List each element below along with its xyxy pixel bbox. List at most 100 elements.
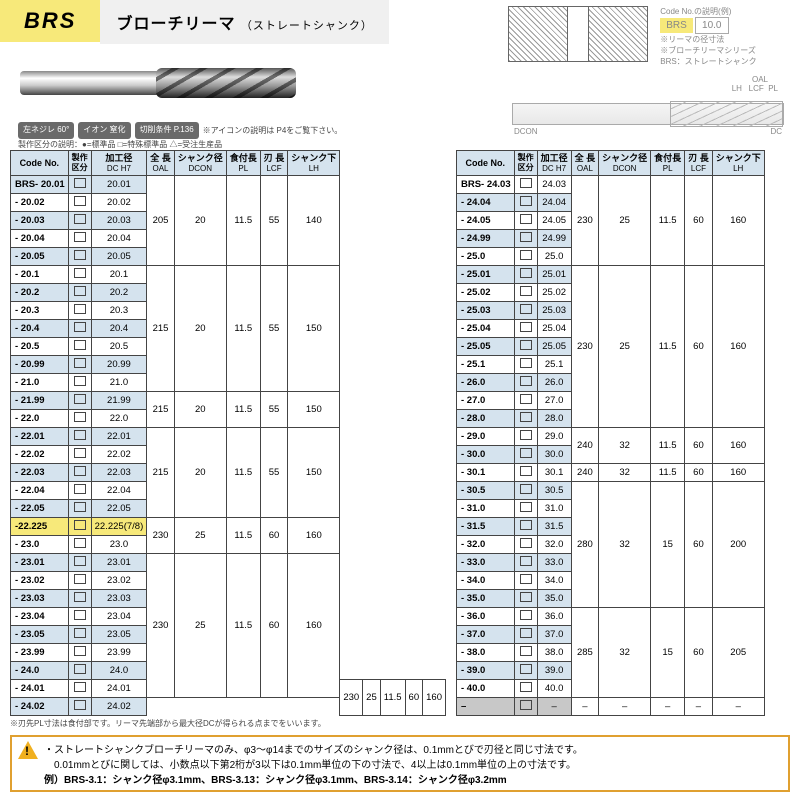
cell-seizo [68, 662, 91, 680]
cell-dc: 36.0 [537, 608, 571, 626]
table-row: - 22.01 22.01 215 20 11.5 55 150 [11, 428, 446, 446]
cell-code: - 28.0 [456, 410, 514, 428]
cell-dc: 21.99 [91, 392, 147, 410]
cell-code: - 22.0 [11, 410, 69, 428]
cell-seizo [514, 572, 537, 590]
cell-code: - 23.04 [11, 608, 69, 626]
spec-table-left: Code No. 製作 区分 加工径DC H7 全 長OAL シャンク径DCON… [10, 150, 446, 716]
th-lcf: 刃 長LCF [260, 150, 288, 175]
cell-dc: 22.225(7/8) [91, 518, 147, 536]
cell-seizo [68, 302, 91, 320]
cell-seizo [514, 482, 537, 500]
cell-dc: 25.02 [537, 284, 571, 302]
cell-dc: 23.99 [91, 644, 147, 662]
cell-dc: 20.2 [91, 284, 147, 302]
th-code: Code No. [11, 150, 69, 175]
footer-line1: ・ストレートシャンクブローチリーマのみ、φ3～φ14までのサイズのシャンク径は、… [44, 741, 583, 756]
cell-dc: – [537, 698, 571, 716]
table-row: - 23.01 23.01 230 25 11.5 60 160 [11, 554, 446, 572]
cell-code: - 20.03 [11, 212, 69, 230]
table-row: BRS- 20.01 20.01 205 20 11.5 55 140 [11, 176, 446, 194]
cell-seizo [68, 536, 91, 554]
cell-code: - 22.02 [11, 446, 69, 464]
cell-seizo [68, 212, 91, 230]
cell-seizo [68, 446, 91, 464]
cell-seizo [68, 284, 91, 302]
cell-code: - 20.5 [11, 338, 69, 356]
th-dc: 加工径DC H7 [537, 150, 571, 175]
cell-seizo [514, 446, 537, 464]
code-ex-val: 10.0 [695, 17, 728, 34]
cell-seizo [68, 176, 91, 194]
cell-dc: 31.5 [537, 518, 571, 536]
cell-code: -22.225 [11, 518, 69, 536]
spec-table-right: Code No. 製作 区分 加工径DC H7 全 長OAL シャンク径DCON… [456, 150, 765, 716]
cell-seizo [514, 320, 537, 338]
schem-oal: OAL [752, 75, 768, 84]
cell-dc: 23.01 [91, 554, 147, 572]
cell-dc: 24.04 [537, 194, 571, 212]
cell-dc: 23.05 [91, 626, 147, 644]
cell-code: - 25.1 [456, 356, 514, 374]
cell-code: - 23.99 [11, 644, 69, 662]
cell-dc: 20.3 [91, 302, 147, 320]
cell-code: - 31.5 [456, 518, 514, 536]
cell-seizo [514, 374, 537, 392]
cell-dc: 24.02 [91, 698, 147, 716]
badge-helix: 左ネジレ 60° [18, 122, 74, 139]
cell-code: - 35.0 [456, 590, 514, 608]
cell-seizo [514, 590, 537, 608]
cell-seizo [514, 212, 537, 230]
cell-seizo [514, 500, 537, 518]
cell-seizo [68, 572, 91, 590]
table-row: - 30.1 30.1 240 32 11.5 60 160 [456, 464, 764, 482]
th-lcf: 刃 長LCF [685, 150, 713, 175]
cell-dc: 40.0 [537, 680, 571, 698]
schem-pl: PL [768, 84, 778, 93]
cell-dc: 27.0 [537, 392, 571, 410]
cell-dc: 20.99 [91, 356, 147, 374]
th-dcon: シャンク径DCON [174, 150, 226, 175]
footer-line2: 0.01mmとびに関しては、小数点以下第2桁が3以下は0.1mm単位の下の寸法で… [44, 756, 583, 771]
cell-seizo [68, 374, 91, 392]
cell-seizo [68, 590, 91, 608]
cell-code: - 34.0 [456, 572, 514, 590]
cell-dc: 30.1 [537, 464, 571, 482]
cell-seizo [68, 680, 91, 698]
th-lh: シャンク下LH [712, 150, 764, 175]
cell-seizo [514, 464, 537, 482]
cell-seizo [68, 428, 91, 446]
th-dcon: シャンク径DCON [599, 150, 651, 175]
tables-wrap: Code No. 製作 区分 加工径DC H7 全 長OAL シャンク径DCON… [0, 150, 800, 716]
cell-seizo [68, 482, 91, 500]
cell-seizo [514, 518, 537, 536]
code-example-label: Code No.の説明(例) [660, 6, 756, 17]
cell-dc: 22.0 [91, 410, 147, 428]
cell-dc: 22.01 [91, 428, 147, 446]
cell-code: - 22.04 [11, 482, 69, 500]
cell-dc: 20.5 [91, 338, 147, 356]
cell-seizo [514, 392, 537, 410]
th-lh: シャンク下LH [288, 150, 340, 175]
schem-lcf: LCF [749, 84, 764, 93]
cell-code: - 20.3 [11, 302, 69, 320]
footer-line3: BRS-3.1：シャンク径φ3.1mm、BRS-3.13：シャンク径φ3.1mm… [64, 775, 507, 786]
cell-code: - 24.04 [456, 194, 514, 212]
cell-code: - 25.01 [456, 266, 514, 284]
cell-code: - 24.99 [456, 230, 514, 248]
table-row: - 20.1 20.1 215 20 11.5 55 150 [11, 266, 446, 284]
cell-dc: 25.0 [537, 248, 571, 266]
cell-code: - 23.03 [11, 590, 69, 608]
cell-code: - 30.1 [456, 464, 514, 482]
cell-code: BRS- 20.01 [11, 176, 69, 194]
diagram-area: Code No.の説明(例) BRS 10.0 ※リーマの径寸法 ※ブローチリー… [508, 6, 788, 136]
cell-seizo [68, 464, 91, 482]
footer-line3-label: 例） [44, 775, 64, 786]
cell-code: - 20.1 [11, 266, 69, 284]
cell-dc: 20.02 [91, 194, 147, 212]
th-oal: 全 長OAL [571, 150, 599, 175]
cell-dc: 20.01 [91, 176, 147, 194]
cell-seizo [514, 698, 537, 716]
title-main: ブローチリーマ [116, 16, 235, 33]
cell-dc: 23.02 [91, 572, 147, 590]
